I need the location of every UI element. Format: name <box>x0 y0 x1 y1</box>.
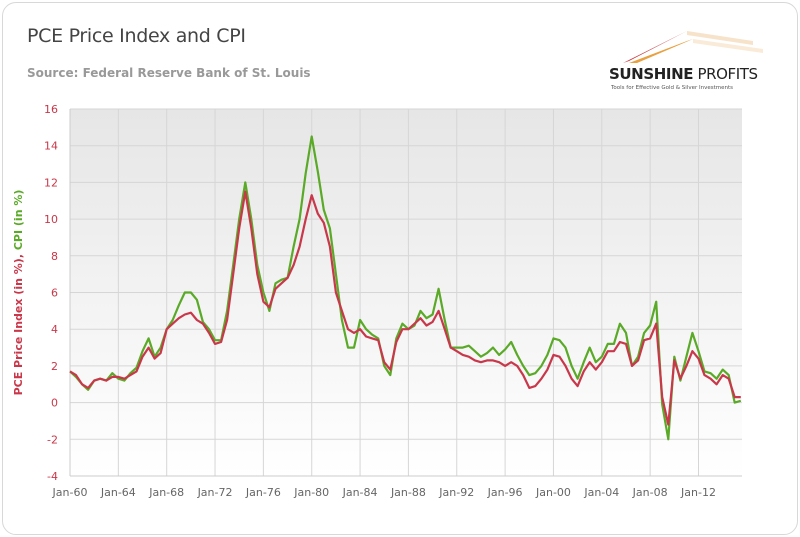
x-tick-label: Jan-08 <box>632 486 668 499</box>
y-tick-label: -2 <box>47 433 58 446</box>
y-tick-label: 0 <box>51 397 58 410</box>
x-tick-label: Jan-68 <box>148 486 184 499</box>
x-tick-label: Jan-76 <box>245 486 281 499</box>
y-axis-label-part: , <box>12 250 25 258</box>
y-tick-label: 6 <box>51 287 58 300</box>
y-axis-label: PCE Price Index (in %), CPI (in %) <box>12 190 25 396</box>
y-axis-label-part: PCE Price Index (in %) <box>12 258 25 395</box>
y-tick-label: -4 <box>47 470 58 483</box>
chart-subtitle: Source: Federal Reserve Bank of St. Loui… <box>27 66 311 80</box>
y-tick-label: 4 <box>51 323 58 336</box>
y-tick-label: 14 <box>44 140 58 153</box>
y-tick-label: 8 <box>51 250 58 263</box>
pce-line <box>69 190 741 426</box>
y-tick-label: 16 <box>44 103 58 116</box>
cpi-line <box>69 135 742 441</box>
x-tick-label: Jan-72 <box>197 486 233 499</box>
y-tick-label: 12 <box>44 176 58 189</box>
x-tick-label: Jan-88 <box>390 486 426 499</box>
sunshine-profits-logo: SUNSHINE PROFITS Tools for Effective Gol… <box>603 21 783 101</box>
chart-title: PCE Price Index and CPI <box>27 25 246 47</box>
x-tick-label: Jan-00 <box>535 486 571 499</box>
y-tick-label: 10 <box>44 213 58 226</box>
x-tick-label: Jan-04 <box>583 486 619 499</box>
y-tick-label: 2 <box>51 360 58 373</box>
x-tick-label: Jan-96 <box>487 486 523 499</box>
logo-swoosh-icon <box>623 31 763 63</box>
x-tick-label: Jan-80 <box>293 486 329 499</box>
x-tick-label: Jan-92 <box>438 486 474 499</box>
x-tick-label: Jan-12 <box>680 486 716 499</box>
x-tick-label: Jan-84 <box>342 486 378 499</box>
y-axis-label-part: CPI (in %) <box>12 190 25 251</box>
x-tick-label: Jan-64 <box>100 486 136 499</box>
x-tick-label: Jan-60 <box>52 486 88 499</box>
